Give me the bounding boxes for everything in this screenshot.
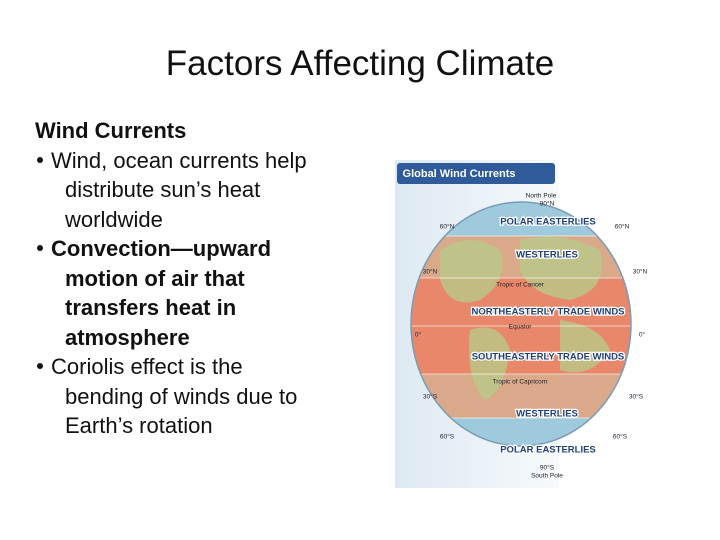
bullet-text: transfers heat in [65, 295, 237, 320]
map-label: Tropic of Capricorn [492, 379, 547, 386]
bullet-dot [37, 363, 43, 370]
wind-label: SOUTHEASTERLY TRADE WINDS [472, 352, 625, 363]
map-label: 30°S [629, 393, 644, 401]
map-label: 90°S [540, 464, 555, 472]
wind-label: WESTERLIES [516, 409, 578, 420]
map-label: 60°S [440, 433, 455, 441]
bullet: Coriolis effect is the bending of winds d… [35, 352, 395, 441]
figure-header [397, 163, 555, 184]
slide-body: Wind Currents Wind, ocean currents help d… [35, 116, 395, 441]
bullet-text: Convection—upward [51, 236, 272, 261]
wind-label: NORTHEASTERLY TRADE WINDS [471, 307, 624, 318]
map-label: 0° [415, 331, 422, 339]
map-label: Equator [509, 324, 533, 331]
bullet-line: Convection—upward [35, 234, 395, 264]
map-label: 60°N [440, 223, 455, 231]
map-label: 30°S [423, 393, 438, 401]
bullet-line: motion of air that [35, 264, 395, 294]
bullet-text: Earth’s rotation [65, 413, 213, 438]
bullet-text: motion of air that [65, 265, 245, 291]
bullet: Wind, ocean currents help distribute sun’… [35, 146, 395, 235]
map-label: 30°N [423, 268, 438, 276]
bullet-line: Coriolis effect is the [35, 352, 395, 382]
figure-title: Global Wind Currents [403, 168, 516, 180]
bullet-line: worldwide [35, 205, 395, 235]
bullet-text: Coriolis effect is the [51, 354, 243, 379]
map-label: Tropic of Cancer [496, 282, 545, 289]
wind-label: WESTERLIES [516, 250, 578, 261]
wind-label: POLAR EASTERLIES [500, 445, 596, 456]
bullet-line: Wind, ocean currents help [35, 146, 395, 176]
map-label: 60°N [615, 223, 630, 231]
map-label: South Pole [531, 473, 563, 480]
bullet-text: atmosphere [65, 324, 190, 350]
map-label: 30°N [633, 268, 648, 276]
map-label: 60°S [613, 433, 628, 441]
bullet-line: distribute sun’s heat [35, 175, 395, 205]
heading: Wind Currents [35, 118, 187, 143]
bullet-dot [37, 245, 43, 252]
map-label: 90°N [540, 200, 555, 208]
globe [411, 202, 631, 446]
wind-label: POLAR EASTERLIES [500, 217, 596, 228]
bullet-text: Wind, ocean currents help [51, 147, 307, 173]
bullet-line: atmosphere [35, 323, 395, 353]
bullet-dot [37, 156, 43, 163]
bullet-text: distribute sun’s heat [65, 177, 261, 202]
bullet-text: worldwide [65, 206, 163, 232]
bullet-line: transfers heat in [35, 293, 395, 323]
bullet-line: Earth’s rotation [35, 411, 395, 441]
map-label: 0° [639, 331, 646, 339]
bullet: Convection—upward motion of air that trans… [35, 234, 395, 352]
map-label: North Pole [526, 193, 557, 200]
bullet-line: bending of winds due to [35, 382, 395, 412]
bullet-text: bending of winds due to [65, 383, 298, 409]
slide-title: Factors Affecting Climate [165, 44, 555, 83]
